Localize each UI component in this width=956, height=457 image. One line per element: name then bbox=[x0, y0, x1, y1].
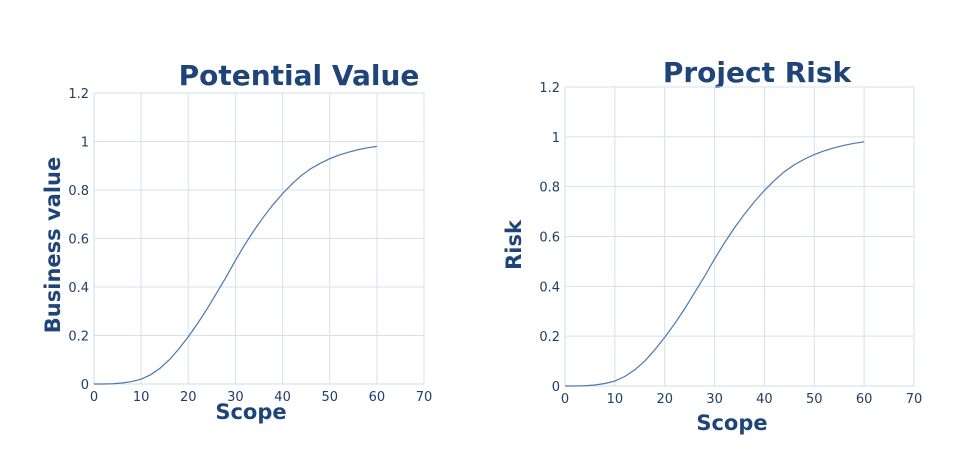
x-tick-label: 60 bbox=[856, 392, 873, 407]
series-line bbox=[564, 141, 865, 387]
y-axis-title-potential-value: Business value bbox=[41, 157, 65, 333]
y-tick-label: 1.2 bbox=[539, 81, 560, 96]
y-tick-label: 1 bbox=[81, 136, 89, 151]
x-tick-label: 0 bbox=[90, 390, 98, 405]
y-tick-label: 0.4 bbox=[68, 281, 89, 296]
plot-area-project-risk: 0 10 20 30 40 50 60 70 0 0.2 0.4 0.6 0.8 1 1.2 bbox=[539, 81, 922, 407]
y-tick-label: 0.6 bbox=[539, 231, 560, 246]
x-tick-label: 10 bbox=[607, 392, 624, 407]
chart-title-project-risk: Project Risk bbox=[663, 56, 853, 89]
y-tick-label: 0.8 bbox=[68, 184, 89, 199]
x-tick-label: 0 bbox=[561, 392, 569, 407]
x-tick-label: 20 bbox=[180, 390, 197, 405]
x-tick-label: 70 bbox=[906, 392, 923, 407]
series-line bbox=[93, 145, 377, 385]
y-tick-label: 0.2 bbox=[68, 330, 89, 345]
x-tick-label: 50 bbox=[806, 392, 823, 407]
x-tick-label: 30 bbox=[227, 390, 244, 405]
y-tick-label: 0 bbox=[81, 378, 89, 393]
chart-title-potential-value: Potential Value bbox=[179, 59, 420, 92]
y-tick-label: 0.4 bbox=[539, 280, 560, 295]
x-tick-label: 50 bbox=[321, 390, 338, 405]
plot-area-potential-value: 0 10 20 30 40 50 60 70 0 0.2 0.4 0.6 0.8 1 1.2 bbox=[68, 87, 432, 405]
x-axis-title-project-risk: Scope bbox=[696, 411, 767, 435]
x-tick-label: 30 bbox=[706, 392, 723, 407]
y-tick-label: 0.2 bbox=[539, 330, 560, 345]
y-tick-label: 0.6 bbox=[68, 233, 89, 248]
x-axis-title-potential-value: Scope bbox=[215, 400, 286, 424]
y-axis-title-project-risk: Risk bbox=[502, 219, 526, 270]
x-tick-label: 10 bbox=[133, 390, 150, 405]
chart-project-risk: Project Risk Scope Risk 0 10 20 30 40 50 60 700… bbox=[502, 56, 922, 435]
y-tick-label: 0.8 bbox=[539, 181, 560, 196]
chart-potential-value: Potential Value Scope Business value 0 10… bbox=[41, 59, 432, 424]
x-tick-label: 40 bbox=[274, 390, 291, 405]
y-tick-label: 0 bbox=[552, 380, 560, 395]
x-tick-label: 40 bbox=[756, 392, 773, 407]
x-tick-label: 70 bbox=[416, 390, 433, 405]
y-tick-label: 1.2 bbox=[68, 87, 89, 102]
y-tick-label: 1 bbox=[552, 131, 560, 146]
x-tick-label: 20 bbox=[656, 392, 673, 407]
x-tick-label: 60 bbox=[369, 390, 386, 405]
